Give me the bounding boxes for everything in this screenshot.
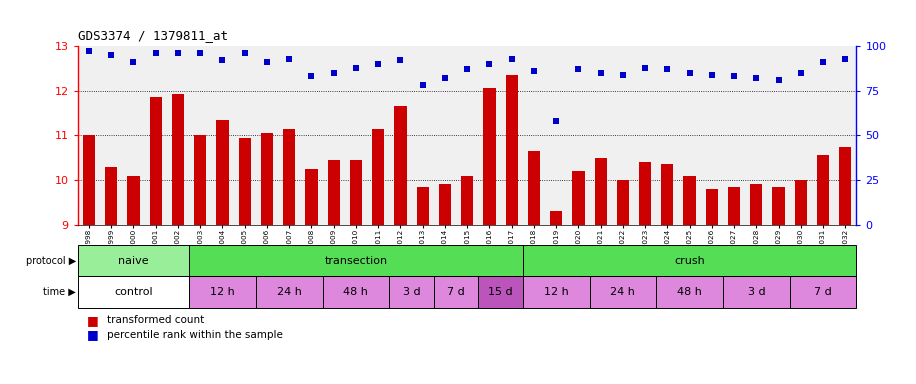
Bar xyxy=(661,164,673,225)
Bar xyxy=(523,245,856,276)
Text: GDS3374 / 1379811_at: GDS3374 / 1379811_at xyxy=(78,29,228,42)
Bar xyxy=(350,160,362,225)
Bar xyxy=(417,187,429,225)
Text: 7 d: 7 d xyxy=(814,287,832,297)
Text: transection: transection xyxy=(324,256,387,266)
Bar xyxy=(790,276,856,308)
Bar xyxy=(78,245,189,276)
Bar xyxy=(705,189,718,225)
Text: 48 h: 48 h xyxy=(344,287,368,297)
Text: 24 h: 24 h xyxy=(277,287,301,297)
Bar xyxy=(82,136,95,225)
Bar xyxy=(256,276,322,308)
Bar xyxy=(572,171,584,225)
Bar xyxy=(261,133,273,225)
Text: 24 h: 24 h xyxy=(610,287,636,297)
Bar xyxy=(283,129,295,225)
Text: 3 d: 3 d xyxy=(747,287,765,297)
Text: time ▶: time ▶ xyxy=(43,287,76,297)
Bar xyxy=(728,187,740,225)
Bar xyxy=(149,98,162,225)
Text: 15 d: 15 d xyxy=(488,287,513,297)
Bar xyxy=(594,158,606,225)
Bar xyxy=(328,160,340,225)
Text: 3 d: 3 d xyxy=(403,287,420,297)
Bar xyxy=(439,184,451,225)
Bar xyxy=(616,180,629,225)
Bar xyxy=(189,276,256,308)
Bar xyxy=(216,120,229,225)
Text: 48 h: 48 h xyxy=(677,287,702,297)
Bar xyxy=(723,276,790,308)
Bar xyxy=(238,137,251,225)
Bar xyxy=(839,147,852,225)
Bar xyxy=(750,184,762,225)
Text: 12 h: 12 h xyxy=(544,287,569,297)
Bar xyxy=(194,136,206,225)
Bar xyxy=(372,129,385,225)
Text: ■: ■ xyxy=(87,328,99,341)
Bar xyxy=(394,106,407,225)
Bar xyxy=(478,276,523,308)
Bar xyxy=(523,276,590,308)
Bar xyxy=(550,211,562,225)
Text: ■: ■ xyxy=(87,314,99,327)
Bar xyxy=(528,151,540,225)
Bar xyxy=(590,276,656,308)
Text: crush: crush xyxy=(674,256,705,266)
Text: 7 d: 7 d xyxy=(447,287,465,297)
Bar xyxy=(322,276,389,308)
Text: naive: naive xyxy=(118,256,148,266)
Text: percentile rank within the sample: percentile rank within the sample xyxy=(107,330,283,340)
Text: transformed count: transformed count xyxy=(107,315,204,325)
Bar xyxy=(683,175,696,225)
Bar xyxy=(506,75,518,225)
Bar xyxy=(172,94,184,225)
Bar xyxy=(772,187,785,225)
Bar xyxy=(817,156,829,225)
Text: 12 h: 12 h xyxy=(210,287,234,297)
Bar xyxy=(484,88,496,225)
Bar xyxy=(656,276,723,308)
Bar xyxy=(639,162,651,225)
Bar xyxy=(434,276,478,308)
Text: control: control xyxy=(114,287,153,297)
Bar xyxy=(105,167,117,225)
Text: protocol ▶: protocol ▶ xyxy=(26,256,76,266)
Bar xyxy=(389,276,434,308)
Bar xyxy=(795,180,807,225)
Bar xyxy=(127,175,139,225)
Bar xyxy=(305,169,318,225)
Bar xyxy=(461,175,474,225)
Bar xyxy=(78,276,189,308)
Bar xyxy=(189,245,523,276)
